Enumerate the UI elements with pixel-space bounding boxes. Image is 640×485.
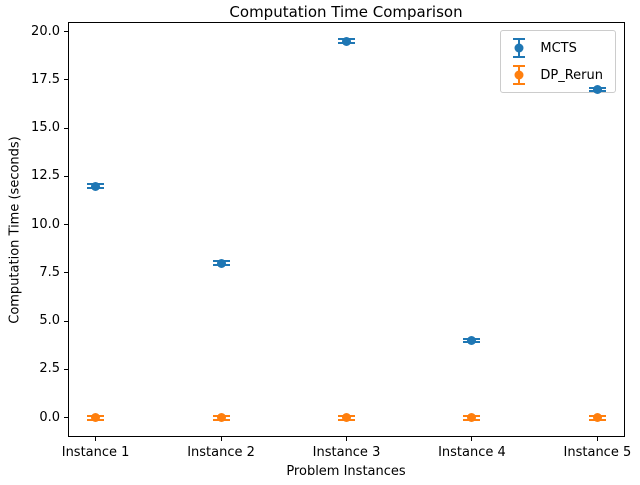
data-point xyxy=(592,85,602,95)
y-tick-mark xyxy=(64,175,68,177)
y-tick-mark xyxy=(64,368,68,370)
x-tick-mark xyxy=(596,437,598,441)
x-tick-label: Instance 2 xyxy=(187,445,255,460)
y-tick-mark xyxy=(64,320,68,322)
data-point xyxy=(342,413,351,423)
errorbar-marker-icon xyxy=(513,38,526,58)
y-tick-label: 10.0 xyxy=(31,216,60,232)
legend-item-label: DP_Rerun xyxy=(540,67,603,83)
data-point xyxy=(91,181,101,191)
y-tick-mark xyxy=(64,417,68,419)
y-tick-mark xyxy=(64,127,68,129)
x-tick-label: Instance 4 xyxy=(438,445,506,460)
y-tick-label: 5.0 xyxy=(39,313,60,329)
legend: MCTS DP_Rerun xyxy=(500,30,616,93)
x-tick-mark xyxy=(220,437,222,441)
data-point xyxy=(467,335,477,345)
data-point xyxy=(342,36,351,46)
data-point xyxy=(216,258,226,268)
y-tick-mark xyxy=(64,224,68,226)
y-tick-label: 7.5 xyxy=(39,264,60,280)
y-tick-mark xyxy=(64,272,68,274)
chart-title: Computation Time Comparison xyxy=(229,3,463,21)
data-point xyxy=(592,413,602,423)
y-tick-label: 15.0 xyxy=(31,120,60,136)
legend-item: DP_Rerun xyxy=(509,63,603,87)
x-axis-label: Problem Instances xyxy=(286,464,406,479)
legend-item-label: MCTS xyxy=(540,40,577,56)
x-tick-label: Instance 5 xyxy=(563,445,632,460)
x-tick-mark xyxy=(95,437,97,441)
data-point xyxy=(91,413,101,423)
y-tick-label: 17.5 xyxy=(31,71,60,87)
x-tick-mark xyxy=(471,437,473,441)
y-tick-mark xyxy=(64,79,68,81)
y-tick-label: 20.0 xyxy=(31,23,60,39)
errorbar-marker-icon xyxy=(513,65,526,85)
legend-item: MCTS xyxy=(509,36,603,60)
x-tick-label: Instance 1 xyxy=(61,445,130,460)
y-tick-label: 12.5 xyxy=(31,168,60,184)
x-tick-label: Instance 3 xyxy=(312,445,381,460)
y-tick-label: 2.5 xyxy=(39,361,60,377)
data-point xyxy=(216,413,226,423)
y-tick-mark xyxy=(64,31,68,33)
data-point xyxy=(467,413,477,423)
x-tick-mark xyxy=(346,437,347,441)
y-tick-label: 0.0 xyxy=(39,409,60,425)
